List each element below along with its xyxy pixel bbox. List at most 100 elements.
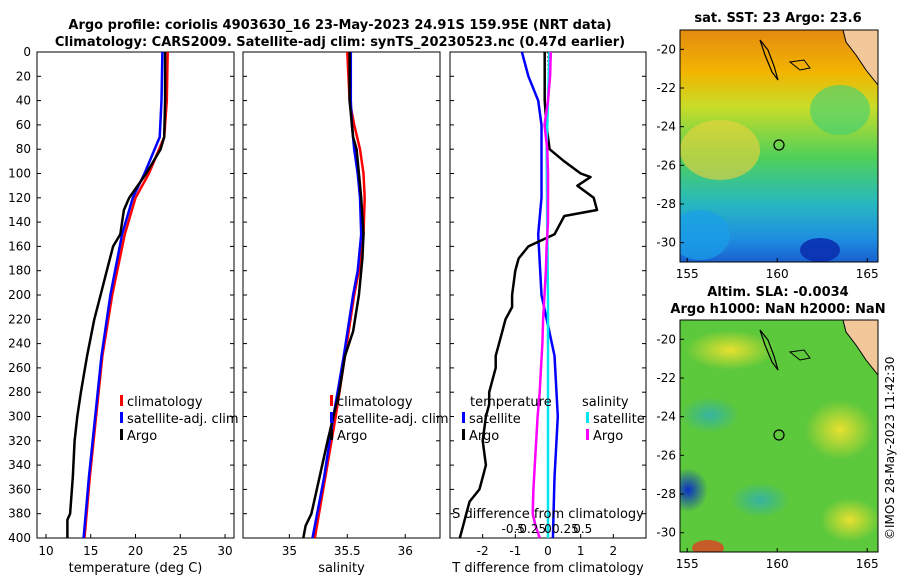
sla-map-title-line2: Argo h1000: NaN h2000: NaN xyxy=(670,302,885,317)
map-y-tick-label: -28 xyxy=(656,487,676,501)
legend-title-salinity: salinity xyxy=(582,395,629,410)
sst-argo-marker xyxy=(773,139,785,151)
map-x-tick-label: 155 xyxy=(676,557,699,571)
sst-map-title: sat. SST: 23 Argo: 23.6 xyxy=(694,11,861,26)
map-x-tick-label: 165 xyxy=(856,557,879,571)
legend-swatch xyxy=(120,429,123,440)
y-tick-label: 100 xyxy=(8,167,31,181)
legend-swatch xyxy=(330,429,333,440)
x-tick-label: 35 xyxy=(282,544,297,558)
sla-argo-marker xyxy=(773,429,785,441)
y-tick-label: 80 xyxy=(16,142,31,156)
y-tick-label: 20 xyxy=(16,69,31,83)
climatology-temperature-line xyxy=(83,51,169,539)
panel-frame xyxy=(242,51,441,539)
x-axis-label: temperature (deg C) xyxy=(69,561,203,576)
difference-panel: -2 -1 0 1 2 T difference from climatology -0.5… xyxy=(449,51,647,576)
argo-temperature-line xyxy=(66,52,167,538)
sla-low-patch-south xyxy=(730,482,790,518)
legend-label: Argo xyxy=(469,429,499,444)
sla-high-patch-south xyxy=(820,498,878,542)
map-x-tick-label: 155 xyxy=(676,267,699,281)
map-y-tick-label: -22 xyxy=(656,371,676,385)
y-tick-label: 200 xyxy=(8,288,31,302)
satellite-temperature-line xyxy=(82,51,164,539)
legend-swatch xyxy=(586,429,589,440)
sla-peak-patch xyxy=(692,540,724,552)
sla-new-caledonia-outline xyxy=(759,329,779,371)
salinity-argo-difference-line xyxy=(531,51,553,539)
legend-label: climatology xyxy=(127,395,203,410)
sst-warm-patch xyxy=(680,120,760,180)
x-tick-label: 35.5 xyxy=(334,544,361,558)
map-y-tick-label: -24 xyxy=(656,410,676,424)
x-tick-label: 36 xyxy=(398,544,413,558)
y-tick-label: 240 xyxy=(8,337,31,351)
legend-label: satellite-adj. clim xyxy=(337,412,449,427)
sst-cold-patch xyxy=(800,238,840,262)
legend-swatch xyxy=(330,412,333,423)
map-x-tick-label: 165 xyxy=(856,267,879,281)
y-tick-label: 340 xyxy=(8,458,31,472)
sla-very-low-patch xyxy=(680,468,708,512)
x-tick-label: 10 xyxy=(38,544,53,558)
y-tick-label: 380 xyxy=(8,507,31,521)
x-tick-label: -1 xyxy=(509,544,521,558)
panel-frame xyxy=(36,51,235,539)
y-tick-label: 280 xyxy=(8,385,31,399)
x-tick-label: 20 xyxy=(128,544,143,558)
map-y-tick-label: -28 xyxy=(656,197,676,211)
map-y-tick-label: -30 xyxy=(656,236,676,250)
sla-coastline-australia xyxy=(842,320,878,376)
sst-island-outline xyxy=(788,59,811,71)
x-tick-label: 2 xyxy=(610,544,618,558)
x2-axis-label: S difference from climatology xyxy=(452,507,644,522)
map-y-tick-label: -22 xyxy=(656,81,676,95)
sst-coastline-australia xyxy=(842,30,878,86)
temperature-argo-difference-line xyxy=(458,52,599,539)
sst-cool-patch xyxy=(680,210,730,260)
legend-label: satellite xyxy=(593,412,645,427)
argo-salinity-line xyxy=(302,52,365,539)
sla-map-field xyxy=(680,320,878,552)
sla-high-patch-north xyxy=(685,330,775,370)
legend-swatch xyxy=(330,395,333,406)
imos-timestamp: ©IMOS 28-May-2023 11:42:30 xyxy=(883,356,897,540)
salinity-satellite-difference-line xyxy=(545,51,551,538)
legend-swatch xyxy=(462,412,465,423)
sla-high-patch xyxy=(805,400,875,460)
y-tick-label: 160 xyxy=(8,239,31,253)
x-tick-label: 1 xyxy=(577,544,585,558)
y-tick-label: 60 xyxy=(16,118,31,132)
x-axis-label: salinity xyxy=(318,561,365,576)
x-tick-label: 30 xyxy=(217,544,232,558)
legend-swatch xyxy=(120,395,123,406)
y-tick-label: 360 xyxy=(8,482,31,496)
map-y-tick-label: -26 xyxy=(656,448,676,462)
map-y-tick-label: -20 xyxy=(656,42,676,56)
sla-island-outline xyxy=(788,349,811,361)
legend-swatch xyxy=(586,412,589,423)
figure-title-line2: Climatology: CARS2009. Satellite-adj cli… xyxy=(55,35,625,50)
temperature-satellite-difference-line xyxy=(520,51,560,539)
x2-tick-label: -0.5 xyxy=(501,522,524,536)
salinity-panel: 35 35.5 36 salinity climatology satellite-adj… xyxy=(242,51,449,576)
sst-new-caledonia-outline xyxy=(759,39,779,81)
sla-map-frame xyxy=(679,319,879,553)
legend-label: climatology xyxy=(337,395,413,410)
sla-map-title-line1: Altim. SLA: -0.0034 xyxy=(707,285,848,300)
legend-swatch xyxy=(120,412,123,423)
sst-green-patch xyxy=(810,85,870,135)
sla-low-patch xyxy=(680,397,740,433)
figure-title-line1: Argo profile: coriolis 4903630_16 23-May… xyxy=(68,18,611,33)
x-tick-label: 15 xyxy=(83,544,98,558)
x2-tick-label: 0 xyxy=(544,522,552,536)
x-axis-label: T difference from climatology xyxy=(451,561,644,576)
map-x-tick-label: 160 xyxy=(766,267,789,281)
x-tick-label: 0 xyxy=(544,544,552,558)
sst-map-frame xyxy=(679,29,879,263)
y-tick-label: 40 xyxy=(16,94,31,108)
x2-tick-label: -0.25 xyxy=(515,522,546,536)
map-x-tick-label: 160 xyxy=(766,557,789,571)
